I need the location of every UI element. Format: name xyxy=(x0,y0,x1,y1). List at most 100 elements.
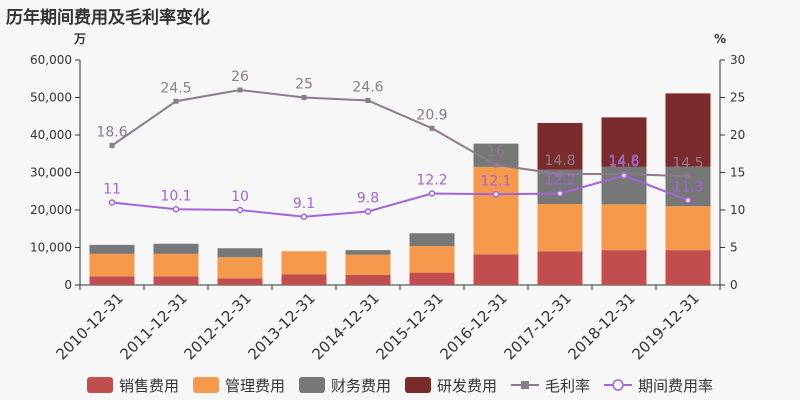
bar-segment-1 xyxy=(473,166,519,255)
legend-item-finance[interactable]: 财务费用 xyxy=(298,375,391,396)
legend: 销售费用 管理费用 财务费用 研发费用 毛利率 期间费用率 xyxy=(0,372,800,398)
bar-segment-3 xyxy=(601,117,647,167)
data-label-0: 24.6 xyxy=(352,80,383,96)
data-label-1: 12.1 xyxy=(480,173,511,189)
left-tick-label: 30,000 xyxy=(30,166,72,180)
data-label-1: 11.3 xyxy=(672,179,703,195)
line-marker-0 xyxy=(301,95,307,100)
right-tick-label: 10 xyxy=(730,203,745,217)
line-marker-0 xyxy=(237,87,243,93)
right-tick-label: 30 xyxy=(730,53,745,67)
legend-item-gross-margin[interactable]: 毛利率 xyxy=(511,375,590,396)
bar-segment-1 xyxy=(345,254,391,275)
x-tick-label: 2010-12-31 xyxy=(52,289,126,363)
data-label-1: 9.1 xyxy=(293,196,315,212)
data-label-0: 26 xyxy=(231,69,249,85)
bar-segment-1 xyxy=(665,206,711,251)
x-tick-label: 2019-12-31 xyxy=(628,289,702,363)
left-tick-label: 50,000 xyxy=(30,91,72,105)
x-tick-label: 2017-12-31 xyxy=(500,289,574,363)
x-tick-label: 2013-12-31 xyxy=(244,289,318,363)
bar-segment-0 xyxy=(409,272,455,285)
bar-segment-2 xyxy=(217,248,263,258)
x-tick-label: 2018-12-31 xyxy=(564,289,638,363)
bar-segment-2 xyxy=(153,243,199,254)
right-tick-label: 0 xyxy=(730,278,738,292)
legend-swatch-expense-ratio xyxy=(604,379,633,391)
legend-label-rnd: 研发费用 xyxy=(437,376,498,395)
legend-swatch-admin xyxy=(192,377,219,393)
line-marker-0 xyxy=(109,143,115,148)
left-tick-label: 0 xyxy=(64,278,72,292)
chart-title: 历年期间费用及毛利率变化 xyxy=(6,8,210,28)
line-marker-1 xyxy=(620,172,628,179)
right-tick-label: 15 xyxy=(730,166,745,180)
legend-swatch-rnd xyxy=(405,377,431,393)
bar-segment-0 xyxy=(281,274,327,285)
legend-item-admin[interactable]: 管理费用 xyxy=(192,375,285,396)
bar-segment-3 xyxy=(665,93,711,167)
bar-segment-3 xyxy=(537,123,583,170)
line-marker-0 xyxy=(173,98,179,104)
line-marker-0 xyxy=(557,171,563,177)
bar-segment-2 xyxy=(473,143,519,167)
bar-segment-0 xyxy=(345,274,391,285)
line-marker-0 xyxy=(429,125,435,131)
line-marker-1 xyxy=(428,190,436,197)
data-label-0: 14.8 xyxy=(608,153,639,169)
data-label-1: 14.6 xyxy=(608,155,639,171)
legend-label-finance: 财务费用 xyxy=(330,376,391,395)
right-tick-label: 20 xyxy=(730,128,745,142)
legend-swatch-gross-margin xyxy=(511,381,540,389)
legend-label-expense-ratio: 期间费用率 xyxy=(638,376,714,395)
data-label-0: 14.5 xyxy=(672,155,703,171)
bar-segment-0 xyxy=(473,254,519,285)
legend-item-rnd[interactable]: 研发费用 xyxy=(405,375,497,396)
data-label-1: 12.2 xyxy=(416,173,447,189)
line-marker-0 xyxy=(365,98,371,103)
legend-label-sales: 销售费用 xyxy=(118,376,179,395)
left-tick-label: 40,000 xyxy=(30,128,72,142)
line-marker-1 xyxy=(364,208,372,215)
legend-item-sales[interactable]: 销售费用 xyxy=(86,375,179,396)
line-marker-1 xyxy=(300,213,308,220)
x-tick-label: 2015-12-31 xyxy=(372,289,446,363)
data-label-1: 10.1 xyxy=(160,188,191,204)
chart-canvas: 万 % 0 10,000 20,000 30,000 40,000 50,000 60,000 0… xyxy=(30,32,745,363)
line-marker-1 xyxy=(556,190,564,197)
line-marker-0 xyxy=(685,173,691,179)
bar-segment-1 xyxy=(409,246,455,273)
bar-segment-0 xyxy=(217,278,263,285)
line-marker-1 xyxy=(236,206,244,214)
bar-segment-2 xyxy=(409,233,455,246)
legend-label-gross-margin: 毛利率 xyxy=(545,376,591,395)
right-tick-label: 25 xyxy=(730,91,745,105)
data-label-0: 20.9 xyxy=(416,107,447,123)
data-label-1: 10 xyxy=(231,189,249,205)
line-marker-1 xyxy=(172,206,180,213)
left-axis-unit: 万 xyxy=(73,32,86,46)
bar-segment-2 xyxy=(345,250,391,255)
bar-segment-0 xyxy=(537,251,583,285)
bar-segment-0 xyxy=(601,250,647,285)
bar-segment-1 xyxy=(537,204,583,252)
data-label-1: 9.8 xyxy=(357,191,379,207)
data-label-0: 24.5 xyxy=(160,80,191,96)
bar-segment-0 xyxy=(665,250,711,285)
line-series-0 xyxy=(111,88,689,178)
legend-item-expense-ratio[interactable]: 期间费用率 xyxy=(604,375,713,396)
data-label-1: 11 xyxy=(103,182,121,198)
data-label-1: 12.2 xyxy=(544,173,575,189)
bar-segment-1 xyxy=(89,253,135,277)
right-axis-unit: % xyxy=(714,32,726,46)
bar-segment-1 xyxy=(601,204,647,251)
left-tick-label: 20,000 xyxy=(30,203,72,217)
left-tick-label: 10,000 xyxy=(30,241,72,255)
line-marker-1 xyxy=(108,199,116,206)
bar-segment-2 xyxy=(89,244,135,254)
line-marker-1 xyxy=(684,197,692,204)
bar-segment-1 xyxy=(217,257,263,279)
data-label-0: 14.8 xyxy=(544,153,575,169)
data-label-0: 18.6 xyxy=(96,125,127,141)
bar-segment-0 xyxy=(153,276,199,285)
